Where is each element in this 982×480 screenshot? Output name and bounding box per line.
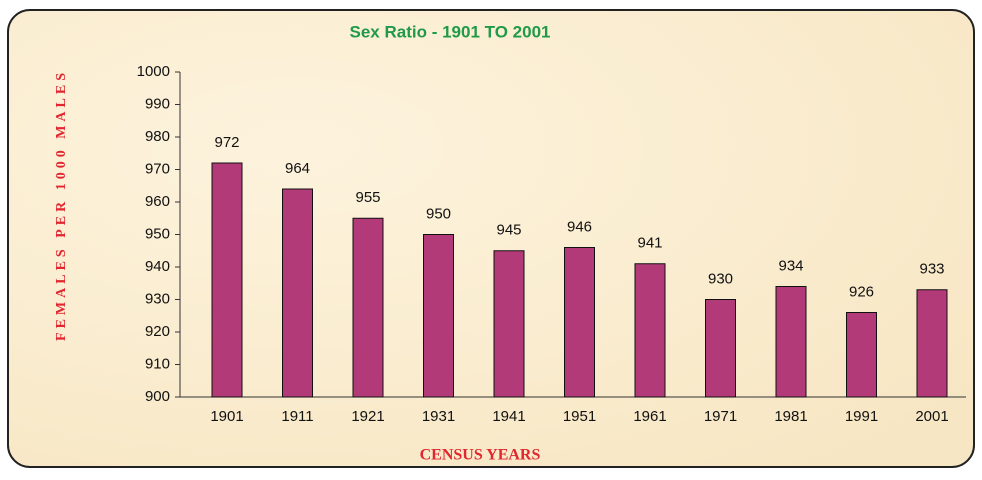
data-label: 950 <box>426 205 451 222</box>
bar <box>775 286 807 398</box>
data-label: 964 <box>285 160 310 177</box>
data-label: 955 <box>355 189 380 206</box>
x-tick-label: 1951 <box>563 408 596 425</box>
y-axis-label: FEMALES PER 1000 MALES <box>54 69 69 341</box>
y-tick-label: 1000 <box>137 63 170 80</box>
x-tick-label: 1991 <box>845 408 878 425</box>
y-tick-label: 990 <box>145 95 170 112</box>
x-tick-label: 2001 <box>915 408 948 425</box>
data-label: 926 <box>849 283 874 300</box>
bar <box>352 217 384 398</box>
y-tick-label: 910 <box>145 355 170 372</box>
x-tick-label: 1901 <box>210 408 243 425</box>
data-label: 941 <box>637 235 662 252</box>
x-tick-label: 1981 <box>774 408 807 425</box>
bar <box>634 263 666 398</box>
y-tick-label: 980 <box>145 128 170 145</box>
bar <box>916 289 948 398</box>
bar <box>705 299 736 398</box>
x-tick-label: 1941 <box>492 408 525 425</box>
x-axis-label: CENSUS YEARS <box>420 447 541 464</box>
data-label: 972 <box>214 134 239 151</box>
data-label: 934 <box>778 257 803 274</box>
bar <box>282 188 313 398</box>
y-tick-label: 930 <box>145 290 170 307</box>
data-label: 933 <box>919 261 944 278</box>
bar <box>564 247 595 398</box>
data-label: 930 <box>708 270 733 287</box>
y-tick-label: 940 <box>145 258 170 275</box>
y-tick-label: 950 <box>145 225 170 242</box>
x-tick-label: 1961 <box>633 408 666 425</box>
y-tick-label: 970 <box>145 160 170 177</box>
chart-title: Sex Ratio - 1901 TO 2001 <box>350 22 551 41</box>
x-tick-label: 1971 <box>704 408 737 425</box>
y-tick-label: 960 <box>145 193 170 210</box>
bar <box>846 312 877 398</box>
y-tick-label: 920 <box>145 323 170 340</box>
data-label: 946 <box>567 218 592 235</box>
data-label: 945 <box>496 222 521 239</box>
y-tick-label: 900 <box>145 388 170 405</box>
x-tick-label: 1921 <box>351 408 384 425</box>
x-tick-label: 1931 <box>422 408 455 425</box>
bar <box>211 162 243 398</box>
bar <box>423 234 454 398</box>
bar <box>493 250 525 398</box>
x-tick-label: 1911 <box>281 408 313 425</box>
